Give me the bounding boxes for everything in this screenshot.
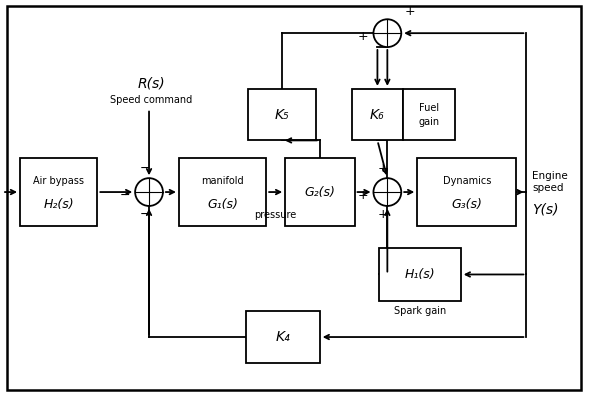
Text: Engine
speed: Engine speed [532,171,568,193]
Text: K₅: K₅ [275,107,290,122]
Text: Y(s): Y(s) [532,203,559,217]
Text: H₂(s): H₂(s) [43,198,74,211]
Circle shape [373,178,401,206]
Text: K₄: K₄ [276,330,290,344]
Text: Spark gain: Spark gain [394,306,446,316]
Bar [179,158,266,226]
Text: Fuel: Fuel [419,103,439,113]
Text: Air bypass: Air bypass [33,176,84,185]
Text: R(s): R(s) [137,77,165,91]
Text: manifold: manifold [201,176,244,185]
Text: G₁(s): G₁(s) [207,198,238,211]
Bar [352,89,403,140]
Text: H₁(s): H₁(s) [405,268,435,281]
Bar [403,89,455,140]
Text: Speed command: Speed command [110,95,192,105]
Text: −: − [140,208,150,221]
Text: +: + [378,208,389,221]
Text: G₃(s): G₃(s) [451,198,482,211]
Text: gain: gain [418,117,440,127]
Bar [20,158,97,226]
Text: K₆: K₆ [370,107,385,122]
Text: pressure: pressure [254,210,297,220]
Text: +: + [378,162,389,175]
Text: G₂(s): G₂(s) [304,185,335,199]
Text: −: − [120,189,130,201]
Bar [379,248,461,301]
Bar [417,158,516,226]
Circle shape [373,19,401,47]
Text: −: − [140,162,150,175]
Bar [248,89,316,140]
Text: +: + [358,189,369,201]
Circle shape [135,178,163,206]
Text: +: + [358,29,369,43]
Text: +: + [404,5,415,18]
Bar [247,311,320,363]
Bar [285,158,355,226]
Text: Dynamics: Dynamics [442,176,491,185]
